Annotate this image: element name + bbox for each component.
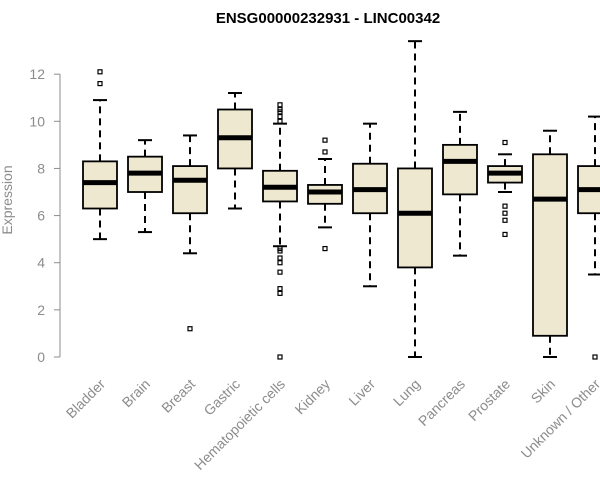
y-tick-label: 10: [29, 113, 45, 129]
box-group: [532, 129, 568, 358]
outlier-point: [502, 231, 508, 238]
outlier-point: [277, 118, 283, 124]
y-tick-label: 12: [29, 66, 45, 82]
outlier-point: [322, 149, 328, 155]
outlier-point: [277, 102, 283, 108]
outlier-point: [277, 354, 283, 360]
y-tick-label: 4: [37, 255, 45, 271]
y-tick-label: 0: [37, 349, 45, 365]
outlier-point: [277, 286, 283, 292]
outlier-point: [277, 290, 283, 296]
outlier-point: [277, 255, 283, 261]
box-group: [352, 122, 388, 288]
outlier-point: [322, 245, 328, 252]
x-tick-label: Gastric: [200, 376, 243, 419]
box-group: [487, 139, 523, 238]
outlier-point: [502, 139, 508, 146]
x-tick-label: Unknown / Other: [518, 376, 600, 462]
x-tick-label: Bladder: [63, 376, 109, 422]
outlier-point: [277, 260, 283, 266]
box-group: [397, 40, 433, 358]
outlier-point: [592, 354, 598, 360]
y-tick-label: 2: [37, 302, 45, 318]
y-tick-label: 6: [37, 208, 45, 224]
y-axis-title: Expression: [0, 165, 15, 234]
outlier-point: [277, 106, 283, 113]
outlier-point: [277, 269, 283, 275]
outlier-point: [187, 326, 193, 332]
outlier-point: [502, 210, 508, 216]
box-group: [307, 137, 343, 252]
box-group: [577, 115, 600, 360]
box-group: [217, 92, 253, 210]
iqr-box: [532, 153, 568, 337]
iqr-box: [397, 167, 433, 269]
iqr-box: [442, 143, 478, 196]
box-group: [127, 139, 163, 234]
box-group: [262, 102, 298, 360]
x-tick-label: Lung: [390, 376, 423, 409]
outlier-point: [97, 69, 103, 75]
boxes: [82, 40, 600, 360]
iqr-box: [172, 165, 208, 215]
chart-title: ENSG00000232931 - LINC00342: [216, 10, 440, 27]
outlier-point: [97, 80, 103, 87]
outlier-point: [322, 137, 328, 143]
x-tick-label: Kidney: [292, 376, 334, 418]
x-tick-label: Pancreas: [415, 376, 468, 429]
x-tick-label: Skin: [528, 376, 559, 407]
outlier-point: [277, 245, 283, 252]
x-tick-label: Liver: [345, 376, 378, 409]
x-tick-label: Prostate: [465, 376, 513, 424]
outlier-point: [502, 203, 508, 209]
box-group: [442, 110, 478, 257]
outlier-point: [277, 113, 283, 120]
box-group: [82, 69, 118, 241]
x-tick-label: Breast: [158, 376, 198, 416]
outlier-point: [502, 217, 508, 223]
x-tick-label: Brain: [119, 376, 153, 410]
y-axis: 0 2 4 6 8 10 12: [29, 66, 61, 365]
y-tick-label: 8: [37, 160, 45, 176]
box-group: [172, 134, 208, 332]
